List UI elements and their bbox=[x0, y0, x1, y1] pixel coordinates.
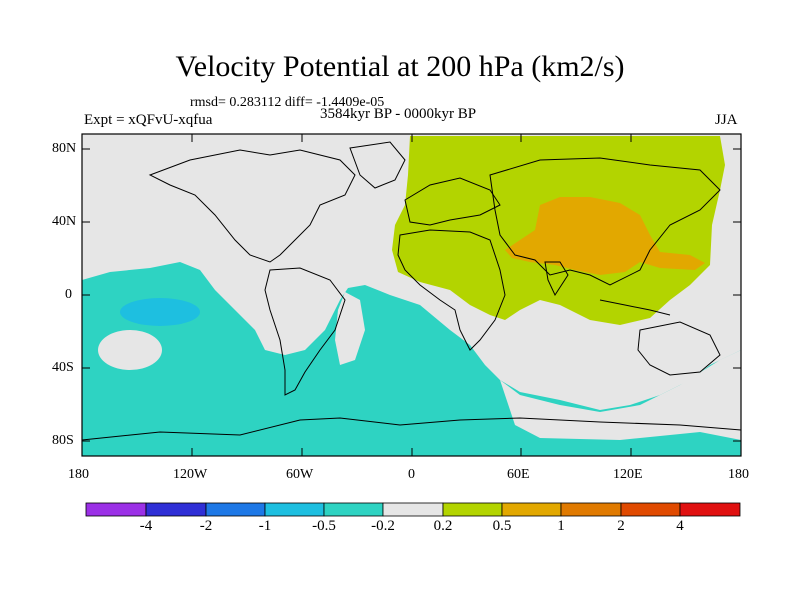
blue-negative-blob bbox=[120, 298, 200, 326]
lat-label-80n: 80N bbox=[52, 141, 77, 156]
colorbar-box-5 bbox=[323, 502, 384, 517]
colorbar-label: -1 bbox=[258, 518, 272, 534]
lon-label-60e: 60E bbox=[507, 467, 530, 482]
coast-africa bbox=[397, 229, 506, 351]
lat-label-80s: 80S bbox=[52, 433, 74, 448]
colorbar-box-1 bbox=[85, 502, 147, 517]
lat-label-40n: 40N bbox=[52, 214, 77, 229]
coast-south-america bbox=[264, 267, 346, 396]
lat-ticks bbox=[82, 148, 741, 442]
lon-label-0: 0 bbox=[408, 467, 415, 482]
cyan-negative-region bbox=[82, 262, 741, 456]
lon-label-120w: 120W bbox=[173, 467, 208, 482]
coast-indonesia bbox=[599, 299, 671, 316]
neutral-hole-pacific bbox=[98, 330, 162, 370]
colorbar-box-4 bbox=[264, 502, 325, 517]
colorbar-label: -2 bbox=[199, 518, 213, 534]
colorbar-box-10 bbox=[620, 502, 681, 517]
lat-label-40s: 40S bbox=[52, 360, 74, 375]
lat-label-0: 0 bbox=[65, 287, 72, 302]
lon-ticks bbox=[81, 134, 632, 456]
lon-label-180w: 180 bbox=[68, 467, 89, 482]
season-label: JJA bbox=[715, 112, 738, 128]
colorbar-label: -0.2 bbox=[371, 518, 395, 534]
colorbar-label: 2 bbox=[617, 518, 625, 534]
colorbar-box-11 bbox=[679, 502, 741, 517]
colorbar-label: 0.5 bbox=[492, 518, 512, 534]
colorbar-label: -0.5 bbox=[312, 518, 336, 534]
orange-positive-region bbox=[505, 197, 705, 275]
colorbar-label: -4 bbox=[139, 518, 153, 534]
map-title: Velocity Potential at 200 hPa (km2/s) bbox=[175, 50, 625, 83]
coastlines bbox=[81, 141, 742, 441]
coast-europe bbox=[404, 177, 501, 226]
lon-label-60w: 60W bbox=[286, 467, 314, 482]
lon-label-180e: 180 bbox=[728, 467, 749, 482]
lon-label-120e: 120E bbox=[613, 467, 643, 482]
colorbar-box-6 bbox=[382, 502, 444, 517]
coast-india bbox=[544, 261, 569, 297]
stats-text: rmsd= 0.283112 diff= -1.4409e-05 bbox=[190, 95, 385, 110]
colorbar bbox=[85, 502, 741, 517]
coast-antarctica bbox=[81, 417, 742, 441]
colorbar-label: 1 bbox=[557, 518, 565, 534]
period-label: 3584kyr BP - 0000kyr BP bbox=[320, 106, 477, 122]
colorbar-box-3 bbox=[205, 502, 266, 517]
coast-greenland bbox=[349, 141, 406, 189]
colorbar-label: 4 bbox=[676, 518, 684, 534]
coast-north-america bbox=[148, 149, 356, 263]
colorbar-box-7 bbox=[442, 502, 503, 517]
experiment-label: Expt = xQFvU-xqfua bbox=[84, 112, 213, 128]
neutral-wedge-indian bbox=[500, 350, 741, 440]
colorbar-box-2 bbox=[145, 502, 207, 517]
neutral-wedge-samerica bbox=[335, 292, 365, 365]
colorbar-label: 0.2 bbox=[433, 518, 453, 534]
colorbar-box-8 bbox=[501, 502, 562, 517]
coast-australia bbox=[637, 321, 721, 376]
coast-asia bbox=[489, 157, 721, 286]
colorbar-box-9 bbox=[560, 502, 622, 517]
